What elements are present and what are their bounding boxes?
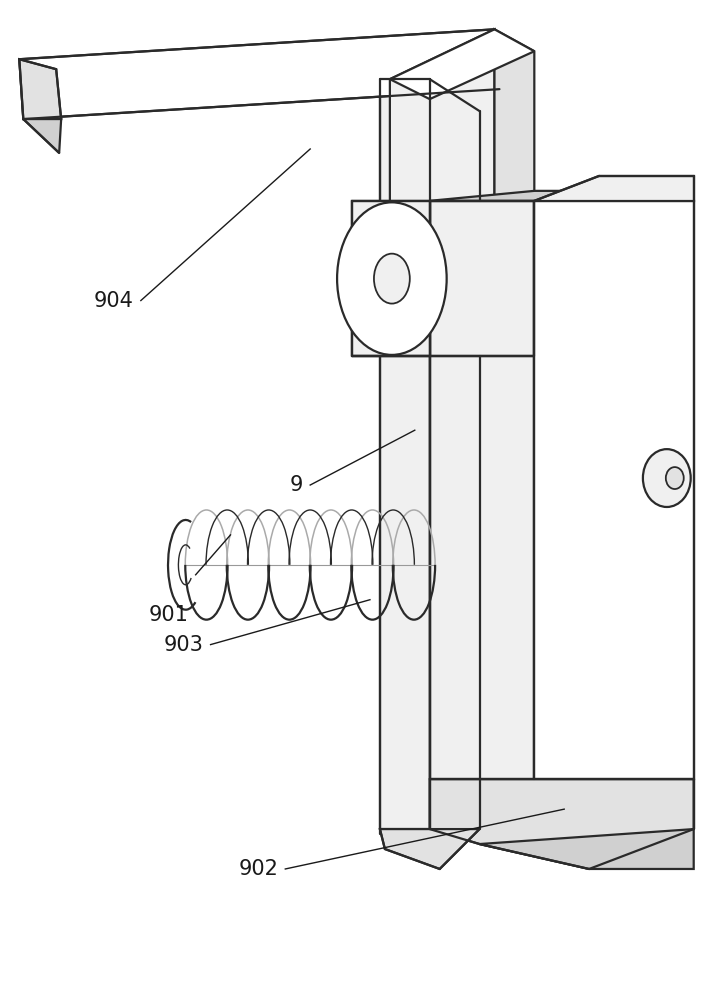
Polygon shape — [534, 176, 694, 201]
Polygon shape — [534, 201, 694, 779]
Polygon shape — [380, 829, 480, 869]
Ellipse shape — [666, 467, 684, 489]
Polygon shape — [430, 111, 480, 829]
Polygon shape — [352, 201, 430, 356]
Polygon shape — [390, 29, 534, 99]
Polygon shape — [390, 29, 495, 251]
Text: 902: 902 — [238, 859, 278, 879]
Polygon shape — [495, 29, 534, 201]
Circle shape — [337, 202, 446, 355]
Polygon shape — [480, 829, 694, 869]
Ellipse shape — [643, 449, 691, 507]
Text: 901: 901 — [149, 605, 188, 625]
Polygon shape — [19, 29, 500, 119]
Polygon shape — [19, 59, 61, 119]
Text: 9: 9 — [290, 475, 303, 495]
Polygon shape — [23, 119, 61, 153]
Polygon shape — [380, 79, 480, 111]
Polygon shape — [380, 79, 430, 829]
Polygon shape — [430, 191, 694, 201]
Polygon shape — [430, 779, 694, 869]
Text: 903: 903 — [163, 635, 203, 655]
Polygon shape — [352, 201, 430, 355]
Text: 904: 904 — [93, 291, 134, 311]
Circle shape — [374, 254, 410, 304]
Polygon shape — [430, 201, 534, 779]
